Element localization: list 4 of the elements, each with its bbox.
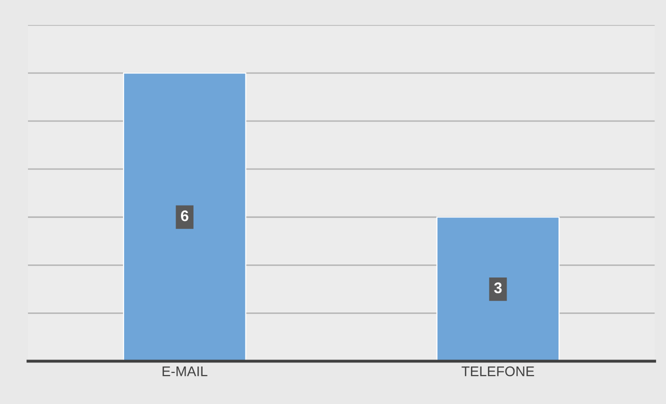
x-tick-label: TELEFONE <box>462 366 534 376</box>
x-tick-label: E-MAIL <box>162 366 208 376</box>
data-label: 6 <box>180 210 188 222</box>
data-label: 3 <box>494 282 502 294</box>
